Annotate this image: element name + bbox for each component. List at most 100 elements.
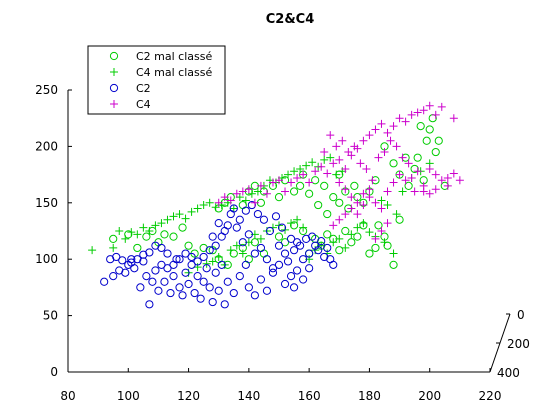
data-point	[175, 283, 184, 292]
y-tick-label: 50	[43, 309, 58, 323]
data-point	[302, 161, 311, 170]
data-point	[256, 234, 265, 243]
data-point	[317, 237, 326, 246]
data-point	[284, 170, 293, 179]
data-point	[335, 215, 344, 224]
data-point	[389, 159, 398, 168]
data-point	[389, 178, 398, 187]
data-point	[350, 142, 359, 151]
data-point	[256, 181, 265, 190]
data-point	[181, 249, 190, 258]
data-point	[157, 219, 166, 228]
data-point	[235, 272, 244, 281]
data-point	[419, 187, 428, 196]
data-point	[437, 102, 446, 111]
data-point	[443, 173, 452, 182]
data-point	[329, 260, 338, 269]
data-point	[163, 215, 172, 224]
data-point	[160, 230, 169, 239]
data-point	[163, 264, 172, 273]
data-point	[389, 260, 398, 269]
data-point	[115, 227, 124, 235]
data-point	[374, 153, 383, 162]
data-point	[359, 189, 368, 198]
y-tick-label: 250	[35, 83, 58, 97]
data-point	[317, 162, 326, 171]
data-point	[250, 291, 259, 300]
series-2	[100, 200, 338, 309]
data-point	[211, 241, 220, 250]
data-point	[256, 275, 266, 284]
data-point	[289, 283, 299, 292]
data-point	[368, 176, 377, 185]
data-point	[169, 272, 178, 281]
data-point	[413, 167, 422, 176]
data-point	[422, 136, 431, 145]
data-point	[305, 189, 314, 198]
data-point	[259, 215, 269, 224]
data-point	[202, 264, 211, 273]
data-point	[296, 164, 305, 173]
data-point	[256, 243, 266, 253]
data-point	[407, 173, 416, 182]
x-tick-label: 220	[479, 389, 502, 403]
data-point	[184, 241, 193, 250]
data-point	[311, 241, 320, 250]
data-point	[365, 249, 374, 258]
data-point	[160, 277, 169, 286]
data-point	[431, 185, 440, 194]
data-point	[383, 128, 392, 137]
data-point	[241, 260, 250, 269]
data-point	[416, 121, 425, 131]
data-point	[250, 249, 259, 258]
data-point	[169, 232, 178, 241]
data-point	[335, 198, 344, 207]
data-point	[181, 214, 190, 223]
data-point	[118, 256, 127, 265]
data-point	[262, 189, 271, 198]
data-point	[383, 187, 392, 196]
data-point	[250, 198, 259, 207]
data-point	[214, 198, 223, 207]
data-point	[148, 277, 157, 286]
data-point	[151, 221, 160, 230]
data-point	[244, 230, 253, 239]
data-point	[223, 221, 232, 230]
data-point	[139, 250, 148, 259]
data-point	[184, 279, 193, 289]
data-point	[401, 117, 410, 126]
data-point	[205, 246, 214, 255]
data-point	[151, 241, 160, 250]
z-tick-label: 0	[517, 308, 525, 322]
data-point	[289, 246, 299, 255]
data-point	[323, 169, 332, 178]
legend-marker	[109, 51, 119, 61]
data-point	[311, 176, 320, 185]
data-point	[166, 288, 175, 298]
data-point	[280, 249, 290, 258]
data-point	[274, 241, 284, 250]
x-tick-label: 100	[117, 389, 140, 403]
data-point	[271, 212, 281, 221]
data-point	[425, 125, 434, 134]
data-point	[449, 169, 458, 178]
data-point	[290, 167, 299, 176]
data-point	[389, 249, 398, 258]
data-point	[289, 221, 299, 230]
data-point	[305, 264, 314, 273]
data-point	[181, 268, 190, 277]
data-point	[109, 234, 118, 243]
data-point	[392, 210, 401, 219]
data-point	[311, 167, 320, 176]
data-point	[308, 232, 317, 241]
data-point	[232, 241, 241, 250]
data-point	[329, 159, 338, 168]
data-point	[371, 243, 380, 253]
data-point	[398, 187, 407, 196]
data-point	[341, 210, 350, 219]
data-point	[380, 148, 389, 157]
data-point	[293, 173, 302, 182]
legend-label: C4 mal classé	[136, 66, 212, 79]
data-point	[268, 264, 278, 273]
data-point	[431, 110, 440, 119]
